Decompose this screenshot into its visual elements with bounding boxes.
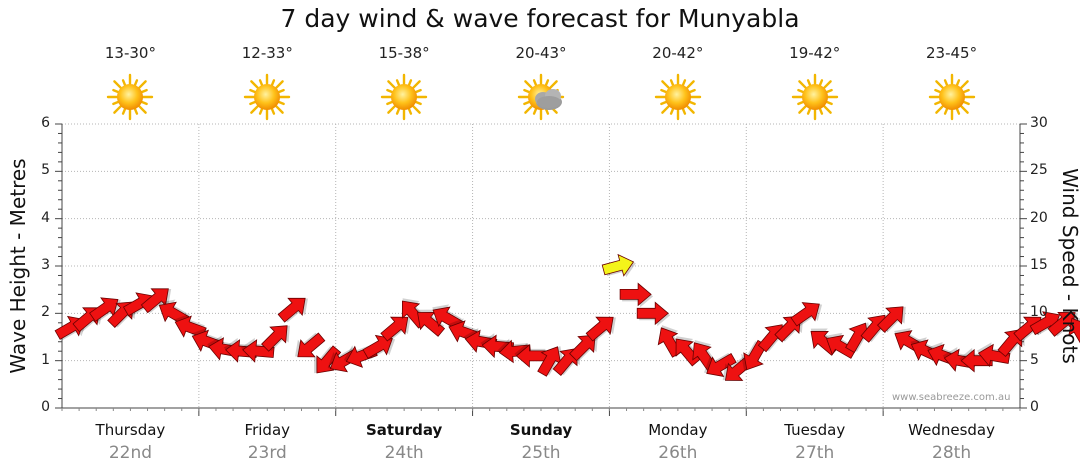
wind-arrow — [585, 316, 616, 342]
day-label: Monday — [648, 421, 708, 439]
date-label: 26th — [658, 443, 698, 463]
wind-arrow-shape — [174, 315, 207, 338]
wind-arrow-shape — [876, 306, 904, 333]
wind-arrow-shape — [362, 334, 393, 359]
y-tick-label-left: 5 — [41, 162, 50, 179]
wind-arrow — [636, 301, 671, 327]
wind-arrow — [89, 297, 121, 322]
y-tick-label-right: 30 — [1030, 115, 1048, 131]
y-tick-label-left: 2 — [41, 304, 50, 321]
sun-icon — [239, 72, 295, 122]
y-tick-label-right: 10 — [1030, 304, 1048, 321]
day-label: Saturday — [365, 421, 443, 439]
y-tick-label-right: 20 — [1030, 209, 1048, 226]
wind-arrow-shape — [89, 297, 119, 322]
wind-arrow — [277, 297, 308, 323]
wind-arrow-shape — [569, 334, 596, 362]
wind-arrow — [790, 302, 823, 327]
wind-arrow-shape — [277, 297, 306, 323]
y-tick-label-right: 5 — [1030, 351, 1039, 368]
wind-arrow — [976, 342, 1011, 368]
wind-arrow-shape — [316, 345, 342, 374]
y-tick-label-left: 1 — [41, 351, 50, 368]
wind-arrow-shape — [619, 282, 652, 307]
day-label: Wednesday — [908, 421, 995, 439]
wind-arrow — [497, 338, 532, 364]
temperature-range: 19-42° — [789, 44, 841, 62]
wind-arrow-shape — [261, 325, 288, 352]
y-tick-label-left: 0 — [41, 399, 50, 415]
temperature-range: 13-30° — [104, 44, 156, 62]
temperature-range: 20-43° — [515, 44, 567, 62]
wind-arrow — [314, 345, 342, 374]
date-label: 22nd — [108, 443, 153, 463]
sun-icon — [376, 72, 432, 122]
y-axis-left-label: Wave Height - Metres — [6, 158, 30, 374]
wind-arrow-shape — [380, 316, 409, 342]
wind-arrow-shape — [636, 301, 669, 326]
date-label: 23rd — [247, 443, 287, 463]
wind-arrow-shape — [537, 346, 562, 377]
y-tick-label-left: 4 — [41, 209, 50, 226]
y-tick-label-left: 3 — [41, 257, 50, 273]
wind-arrow — [295, 332, 326, 358]
y-tick-label-right: 0 — [1030, 399, 1039, 415]
wind-arrow — [362, 334, 396, 360]
y-tick-label-left: 6 — [41, 115, 50, 131]
day-label: Friday — [244, 421, 291, 439]
sun-icon — [650, 72, 706, 122]
y-tick-label-right: 25 — [1030, 162, 1048, 179]
date-label: 25th — [521, 443, 561, 463]
wind-arrow — [619, 282, 654, 308]
wind-arrow-shape — [585, 316, 614, 342]
date-label: 28th — [932, 443, 972, 463]
y-tick-label-right: 15 — [1030, 257, 1048, 273]
date-label: 27th — [795, 443, 835, 463]
wind-arrow-shape — [706, 353, 737, 377]
wind-arrow — [537, 346, 564, 377]
temperature-range: 20-42° — [652, 44, 704, 62]
y-axis-right-label: Wind Speed - Knots — [1058, 168, 1080, 364]
sun-icon — [102, 72, 158, 122]
wind-arrow — [569, 334, 598, 362]
wind-arrow-shape — [601, 253, 635, 277]
wind-arrow — [601, 253, 636, 278]
wind-arrow — [261, 325, 290, 352]
temperature-range: 23-45° — [926, 44, 978, 62]
date-label: 24th — [384, 443, 424, 463]
wind-arrow — [380, 316, 411, 342]
wind-arrow-shape — [297, 332, 326, 358]
wind-arrow-shape — [140, 288, 169, 314]
day-label: Thursday — [95, 421, 166, 439]
day-label: Sunday — [509, 421, 573, 439]
sun-icon — [787, 72, 843, 122]
day-label: Tuesday — [784, 421, 846, 439]
temperature-range: 12-33° — [241, 44, 293, 62]
wind-arrow — [704, 352, 737, 377]
wind-arrow-shape — [498, 339, 532, 364]
wind-arrow — [417, 309, 446, 337]
wind-arrow — [876, 306, 906, 333]
wind-arrow — [174, 313, 207, 338]
wind-arrow-shape — [790, 302, 820, 327]
wind-arrow — [514, 342, 548, 368]
wind-arrow — [140, 288, 172, 314]
wind-arrow-shape — [417, 312, 446, 337]
chart-title: 7 day wind & wave forecast for Munyabla — [280, 4, 800, 33]
wind-arrow-shape — [515, 344, 548, 368]
sun-cloud-icon — [513, 72, 569, 122]
temperature-range: 15-38° — [378, 44, 430, 62]
credit-text: www.seabreeze.com.au — [892, 392, 1011, 403]
sun-icon — [924, 72, 980, 122]
